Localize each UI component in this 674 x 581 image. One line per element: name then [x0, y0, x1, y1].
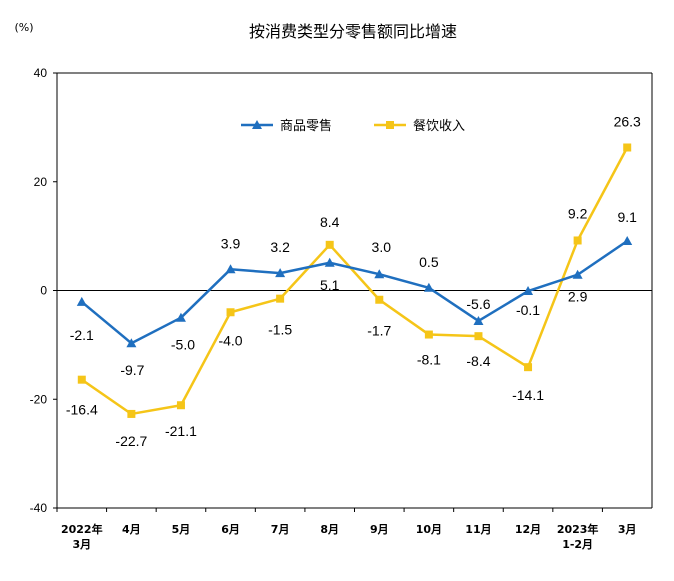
series-layer	[76, 143, 633, 418]
data-label: 9.1	[617, 209, 637, 225]
data-label: -8.4	[466, 353, 490, 369]
x-tick-label-line: 2023年	[557, 522, 599, 536]
x-tick-label: 8月	[320, 523, 339, 536]
x-tick-label-line: 2022年	[61, 522, 103, 536]
data-point-marker	[226, 308, 235, 317]
legend-marker	[386, 121, 394, 129]
data-point-marker	[375, 295, 384, 304]
data-label: -16.4	[66, 402, 98, 418]
legend-label: 餐饮收入	[413, 118, 465, 134]
data-label: 2.9	[568, 289, 588, 305]
data-point-marker	[473, 315, 484, 325]
axes: 40 20 0 -20 -40 2022年 3月 4月 5月 6月 7月 8月 9月 10月 11月 12月 2…	[30, 66, 653, 551]
y-tick-label: -40	[30, 501, 48, 515]
x-tick-label-line: 3月	[72, 538, 91, 551]
data-label: -14.1	[512, 387, 544, 403]
data-label: 0.5	[419, 254, 439, 270]
data-point-marker	[175, 312, 186, 322]
data-label: -21.1	[165, 423, 197, 439]
data-label: -0.1	[516, 302, 540, 318]
data-point-marker	[76, 296, 87, 306]
data-point-marker	[276, 294, 285, 303]
data-label: 3.9	[221, 235, 241, 251]
x-tick-label-line: 7月	[271, 523, 290, 536]
data-point-marker	[573, 236, 582, 245]
data-label: 9.2	[568, 205, 588, 221]
data-point-marker	[523, 286, 534, 296]
data-point-marker	[176, 401, 185, 410]
data-point-marker	[572, 269, 583, 279]
x-tick-label: 2023年 1-2月	[557, 522, 599, 551]
data-point-marker	[324, 257, 335, 267]
x-tick-label: 6月	[221, 523, 240, 536]
data-point-marker	[424, 330, 433, 339]
data-point-marker	[225, 264, 236, 274]
data-point-marker	[374, 269, 385, 279]
series-catering	[77, 143, 632, 418]
x-tick-label-line: 6月	[221, 523, 240, 536]
x-tick-label: 11月	[465, 523, 491, 536]
data-label: -5.0	[171, 337, 195, 353]
x-tick-label-line: 4月	[122, 523, 141, 536]
data-point-marker	[423, 282, 434, 292]
data-label: -8.1	[417, 352, 441, 368]
data-point-marker	[77, 375, 86, 384]
x-tick-label-line: 10月	[416, 523, 442, 536]
x-tick-label-line: 12月	[515, 523, 541, 536]
data-point-marker	[524, 363, 533, 372]
data-label: -22.7	[115, 433, 147, 449]
data-label: 8.4	[320, 214, 340, 230]
data-point-marker	[623, 143, 632, 152]
x-tick-label-line: 5月	[172, 523, 191, 536]
x-tick-label-line: 11月	[465, 523, 491, 536]
x-tick-label: 2022年 3月	[61, 522, 103, 551]
y-tick-label: 40	[34, 66, 48, 80]
legend-label: 商品零售	[280, 118, 332, 134]
y-tick-label: 20	[34, 175, 48, 189]
legend: 商品零售 餐饮收入	[241, 118, 465, 134]
data-point-marker	[127, 409, 136, 418]
data-label: 26.3	[614, 113, 641, 129]
data-label: -9.7	[120, 362, 144, 378]
legend-marker	[252, 120, 262, 129]
legend-item-catering: 餐饮收入	[374, 118, 465, 134]
x-tick-label: 3月	[618, 523, 637, 536]
data-point-marker	[622, 236, 633, 246]
data-labels-layer: -2.1 -9.7 -5.0 3.9 3.2 5.1 3.0 0.5 -5.6 -0.1 2.9 9.…	[66, 113, 641, 448]
x-tick-label: 5月	[172, 523, 191, 536]
x-tick-label: 4月	[122, 523, 141, 536]
data-label: -5.6	[466, 296, 490, 312]
y-tick-label: -20	[30, 392, 48, 406]
y-tick-label: 0	[40, 284, 47, 298]
data-label: -4.0	[218, 332, 242, 348]
series-line	[80, 239, 628, 345]
data-label: -1.7	[367, 323, 391, 339]
data-label: 3.0	[372, 239, 392, 255]
data-label: -1.5	[268, 322, 292, 338]
chart-title: 按消费类型分零售额同比增速	[249, 22, 457, 41]
y-axis-unit-label: (%)	[14, 21, 33, 34]
data-point-marker	[325, 240, 334, 249]
data-label: 5.1	[320, 277, 340, 293]
data-point-marker	[275, 268, 286, 278]
data-point-marker	[126, 338, 137, 348]
x-tick-label: 7月	[271, 523, 290, 536]
x-tick-label-line: 3月	[618, 523, 637, 536]
data-label: -2.1	[70, 327, 94, 343]
series-line	[81, 146, 629, 416]
x-tick-label-line: 9月	[370, 523, 389, 536]
series-retail	[76, 236, 633, 348]
data-label: 3.2	[270, 239, 290, 255]
x-tick-label: 10月	[416, 523, 442, 536]
x-tick-label: 12月	[515, 523, 541, 536]
legend-item-retail: 商品零售	[241, 118, 332, 134]
x-tick-label-line: 8月	[320, 523, 339, 536]
x-tick-label: 9月	[370, 523, 389, 536]
x-tick-label-line: 1-2月	[562, 538, 593, 551]
data-point-marker	[474, 332, 483, 341]
